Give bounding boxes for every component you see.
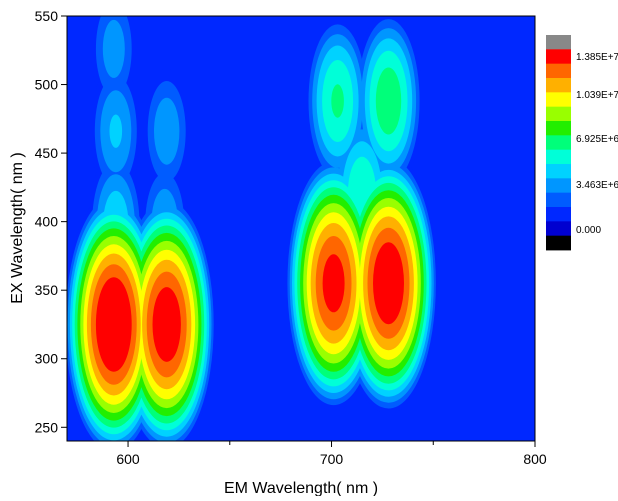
y-axis: 250 300 350 400 450 500 550 (35, 8, 67, 435)
contour-band-peak-6-level-6 (331, 84, 344, 118)
colorbar-label-2: 6.925E+6 (576, 134, 618, 145)
y-tick-label-250: 250 (35, 419, 59, 435)
colorbar-swatch-14 (546, 35, 571, 50)
colorbar-swatch-11 (546, 78, 571, 93)
colorbar-swatch-9 (546, 106, 571, 122)
colorbar-swatch-7 (546, 135, 571, 151)
x-tick-label-800: 800 (523, 451, 547, 467)
contour-band-peak-8-level-12 (322, 254, 345, 313)
y-axis-label: EX Wavelength( nm ) (9, 152, 26, 303)
colorbar-label-0: 1.385E+7 (576, 52, 618, 63)
contour-band-peak-3-level-4 (109, 114, 123, 148)
contour-band-peak-0-level-3 (102, 19, 125, 78)
colorbar-swatch-13 (546, 49, 571, 65)
colorbar-swatch-5 (546, 164, 571, 179)
y-tick-label-400: 400 (35, 214, 59, 230)
x-tick-label-600: 600 (116, 451, 140, 467)
colorbar-swatch-8 (546, 121, 571, 136)
x-tick-label-700: 700 (320, 451, 344, 467)
colorbar-swatch-4 (546, 178, 571, 194)
colorbar-swatch-3 (546, 192, 571, 208)
y-tick-label-350: 350 (35, 282, 59, 298)
y-tick-label-300: 300 (35, 351, 59, 367)
colorbar-swatch-2 (546, 207, 571, 222)
colorbar-swatch-12 (546, 63, 571, 79)
colorbar-label-4: 0.000 (576, 225, 601, 236)
y-tick-label-450: 450 (35, 145, 59, 161)
y-tick-label-550: 550 (35, 8, 59, 24)
colorbar-swatch-6 (546, 149, 571, 165)
colorbar-swatch-10 (546, 92, 571, 108)
contour-band-peak-1-level-3 (154, 97, 180, 165)
contour-layer (67, 16, 438, 441)
contour-band-peak-10-level-12 (373, 242, 404, 325)
x-axis: 600 700 800 (116, 441, 547, 467)
contour-band-peak-11-level-12 (95, 277, 132, 372)
colorbar-swatch-1 (546, 221, 571, 237)
contour-band-peak-9-level-12 (152, 287, 181, 362)
colorbar-label-1: 1.039E+7 (576, 90, 618, 101)
colorbar-swatch-0 (546, 235, 571, 251)
plot-frame (66, 15, 536, 442)
y-tick-label-500: 500 (35, 77, 59, 93)
colorbar: 1.385E+7 1.039E+7 6.925E+6 3.463E+6 0.000 (546, 35, 618, 251)
x-axis-label: EM Wavelength( nm ) (224, 480, 378, 496)
colorbar-label-3: 3.463E+6 (576, 180, 618, 191)
contour-band-peak-7-level-6 (375, 67, 402, 135)
